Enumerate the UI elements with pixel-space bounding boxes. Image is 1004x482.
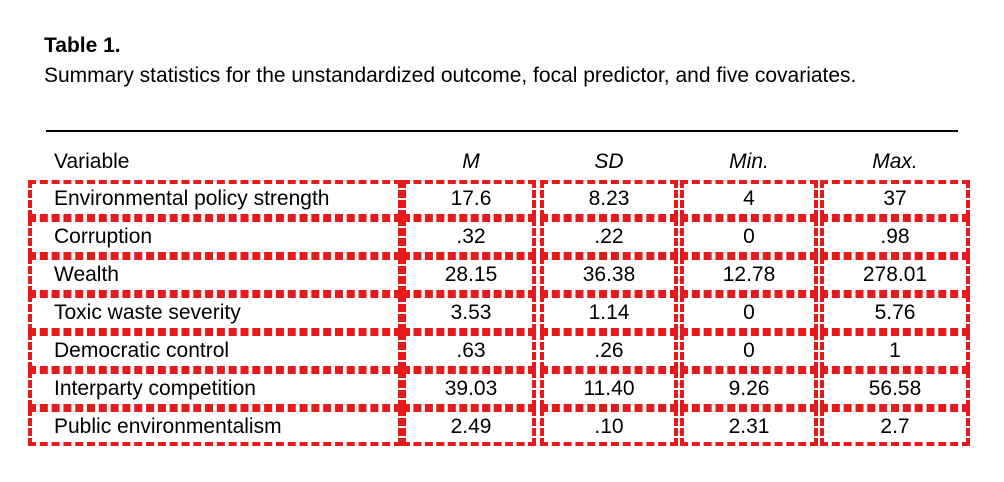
cell-sd: .22 [594,225,624,248]
table-top-rule [46,130,958,132]
table-row: Corruption .32 .22 0 .98 [0,218,1004,256]
cell-m: 17.6 [450,187,492,210]
cell-m: 28.15 [444,263,498,286]
cell-min: 12.78 [722,263,776,286]
header-max: Max. [872,150,918,173]
highlight-box-m [402,180,536,218]
cell-sd: 36.38 [582,263,636,286]
cell-max: 37 [883,187,907,210]
highlight-box-max [820,294,970,332]
highlight-box-variable [28,332,402,370]
cell-min: 2.31 [728,415,770,438]
cell-min: 0 [743,339,755,362]
highlight-box-variable [28,256,402,294]
header-min: Min. [729,150,769,173]
cell-variable: Public environmentalism [54,415,282,438]
highlight-box-m [402,370,536,408]
cell-m: 39.03 [444,377,498,400]
header-sd: SD [594,150,624,173]
highlight-box-m [402,256,536,294]
table-row: Toxic waste severity 3.53 1.14 0 5.76 [0,294,1004,332]
table-title: Table 1. [44,34,121,57]
cell-max: 2.7 [880,415,910,438]
highlight-box-min [680,256,818,294]
highlight-box-max [820,332,970,370]
highlight-box-variable [28,408,402,446]
highlight-box-max [820,256,970,294]
table-row: Wealth 28.15 36.38 12.78 278.01 [0,256,1004,294]
highlight-box-sd [540,180,678,218]
highlight-box-min [680,408,818,446]
header-m: M [462,150,480,173]
highlight-box-variable [28,180,402,218]
cell-m: 2.49 [450,415,492,438]
cell-max: 5.76 [874,301,916,324]
cell-max: .98 [880,225,910,248]
table-row: Democratic control .63 .26 0 1 [0,332,1004,370]
cell-max: 56.58 [868,377,922,400]
cell-sd: .26 [594,339,624,362]
cell-variable: Toxic waste severity [54,301,241,324]
highlight-box-variable [28,294,402,332]
table-row: Interparty competition 39.03 11.40 9.26 … [0,370,1004,408]
highlight-box-sd [540,218,678,256]
highlight-box-variable [28,218,402,256]
cell-sd: 11.40 [583,377,635,400]
highlight-box-sd [540,370,678,408]
cell-variable: Interparty competition [54,377,256,400]
cell-m: 3.53 [450,301,492,324]
cell-m: .63 [456,339,486,362]
cell-max: 278.01 [862,263,928,286]
highlight-box-max [820,408,970,446]
cell-sd: 1.14 [588,301,630,324]
cell-variable: Environmental policy strength [54,187,330,210]
table-caption: Summary statistics for the unstandardize… [44,64,857,87]
cell-max: 1 [889,339,901,362]
table-row: Public environmentalism 2.49 .10 2.31 2.… [0,408,1004,446]
cell-sd: .10 [594,415,624,438]
cell-variable: Corruption [54,225,153,248]
highlight-box-max [820,370,970,408]
highlight-box-min [680,180,818,218]
highlight-box-m [402,218,536,256]
highlight-box-sd [540,294,678,332]
highlight-box-m [402,408,536,446]
cell-m: .32 [456,225,486,248]
highlight-box-sd [540,408,678,446]
cell-sd: 8.23 [588,187,630,210]
cell-variable: Democratic control [54,339,230,362]
highlight-box-max [820,218,970,256]
highlight-box-min [680,332,818,370]
cell-variable: Wealth [54,263,119,286]
highlight-box-sd [540,332,678,370]
highlight-box-sd [540,256,678,294]
table-row: Environmental policy strength 17.6 8.23 … [0,180,1004,218]
highlight-box-min [680,294,818,332]
cell-min: 0 [743,225,755,248]
highlight-box-m [402,332,536,370]
highlight-box-min [680,370,818,408]
highlight-box-variable [28,370,402,408]
cell-min: 4 [743,187,755,210]
header-variable: Variable [54,150,130,173]
highlight-box-min [680,218,818,256]
highlight-box-max [820,180,970,218]
cell-min: 9.26 [728,377,770,400]
highlight-box-m [402,294,536,332]
cell-min: 0 [743,301,755,324]
